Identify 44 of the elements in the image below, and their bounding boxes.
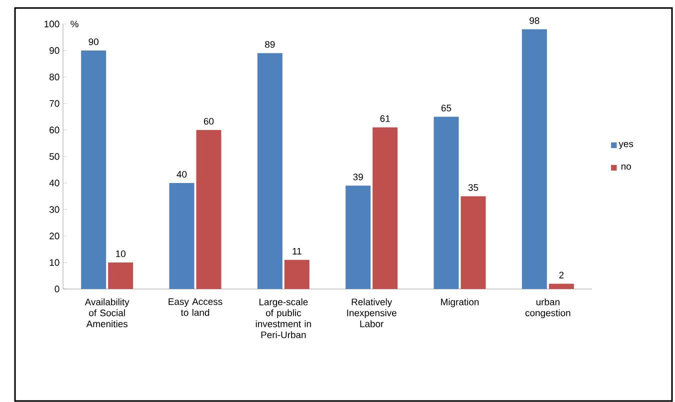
x-tick-label: Large-scale of public investment in Peri-Urban	[256, 298, 311, 338]
y-tick-label: 80	[50, 74, 60, 80]
data-label: 39	[353, 174, 363, 180]
y-tick-label: 20	[50, 232, 60, 240]
bar	[196, 130, 222, 289]
y-tick-label: 10	[50, 259, 60, 266]
x-tick-label: urban congestion	[525, 298, 570, 318]
y-tick-label: 30	[49, 206, 60, 213]
bar	[284, 260, 310, 289]
y-tick-label: 50	[50, 153, 60, 160]
y-tick-label: 70	[50, 100, 60, 107]
x-tick-label: Easy Access to land	[168, 298, 222, 316]
bar	[169, 183, 194, 289]
x-tick-label: Migration	[441, 298, 479, 308]
bar	[81, 50, 106, 289]
bar	[460, 196, 486, 289]
legend-label: no	[621, 164, 631, 170]
data-label: 65	[441, 104, 452, 112]
data-label: 89	[265, 41, 275, 48]
data-label: 2	[559, 272, 564, 278]
y-tick-label: 100	[44, 20, 60, 28]
y-tick-label: 0	[54, 286, 60, 292]
bar	[108, 262, 134, 289]
data-label: 60	[204, 118, 214, 125]
y-tick-label: 60	[50, 126, 60, 134]
data-label: 10	[116, 250, 126, 258]
bar	[257, 53, 282, 289]
y-tick-label: 90	[50, 47, 60, 54]
bar	[372, 127, 398, 289]
bar	[522, 29, 547, 289]
x-tick-label: Relatively Inexpensive Labor	[347, 298, 396, 328]
x-tick-label: Availability of Social Amenities	[84, 298, 130, 328]
data-label: 61	[380, 115, 390, 122]
legend-label: yes	[618, 142, 634, 150]
bar	[548, 284, 574, 289]
bar	[434, 116, 459, 289]
data-label: 98	[530, 17, 540, 24]
data-label: 40	[176, 170, 187, 178]
data-label: 90	[88, 38, 98, 46]
bar	[346, 186, 371, 289]
y-tick-label: 40	[49, 180, 60, 186]
data-label: 35	[468, 184, 478, 191]
y-axis-title: %	[70, 20, 78, 28]
data-label: 11	[292, 248, 302, 254]
